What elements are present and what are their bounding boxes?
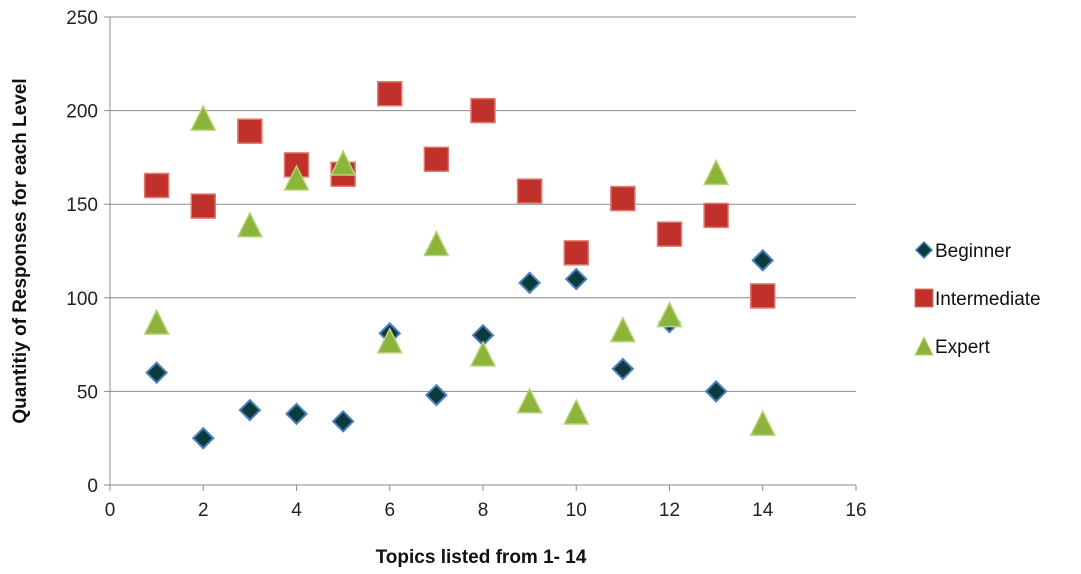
legend: Beginner Intermediate Expert bbox=[914, 240, 1041, 358]
beginner-point bbox=[424, 383, 448, 407]
expert-point bbox=[423, 229, 450, 257]
beginner-point bbox=[564, 267, 588, 291]
intermediate-point bbox=[656, 221, 683, 247]
y-axis-title: Quantitiy of Responses for each Level bbox=[10, 78, 31, 423]
marks-layer bbox=[143, 81, 776, 450]
expert-point bbox=[609, 315, 637, 343]
x-tick-label: 14 bbox=[752, 500, 774, 521]
x-tick-label: 8 bbox=[478, 500, 489, 521]
expert-point bbox=[469, 340, 497, 367]
beginner-point bbox=[238, 398, 262, 422]
y-tick-label: 250 bbox=[66, 8, 98, 29]
axis-layer: 0 50 100 150 200 250 0 2 4 6 8 10 12 14 16 bbox=[66, 8, 866, 521]
expert-point bbox=[236, 211, 264, 238]
legend-marker-beginner bbox=[914, 240, 934, 260]
legend-item-expert: Expert bbox=[914, 335, 991, 358]
expert-point bbox=[283, 164, 310, 191]
x-tick-label: 16 bbox=[845, 500, 866, 521]
beginner-point bbox=[191, 426, 215, 450]
beginner-point bbox=[145, 361, 169, 385]
legend-marker-intermediate bbox=[914, 288, 934, 308]
y-tick-label: 200 bbox=[66, 102, 98, 123]
expert-point bbox=[190, 104, 217, 131]
expert-point bbox=[702, 158, 730, 186]
x-tick-label: 2 bbox=[198, 500, 209, 521]
beginner-point bbox=[518, 271, 542, 295]
intermediate-point bbox=[750, 283, 776, 309]
intermediate-point bbox=[190, 193, 216, 219]
y-tick-label: 100 bbox=[66, 289, 98, 310]
intermediate-point bbox=[703, 202, 729, 229]
legend-marker-expert bbox=[914, 335, 934, 356]
expert-point bbox=[563, 398, 590, 425]
legend-label-expert: Expert bbox=[935, 337, 991, 358]
beginner-point bbox=[704, 379, 728, 403]
x-axis-title: Topics listed from 1- 14 bbox=[376, 547, 587, 568]
legend-label-intermediate: Intermediate bbox=[935, 289, 1041, 310]
legend-item-beginner: Beginner bbox=[914, 240, 1012, 262]
intermediate-point bbox=[470, 97, 496, 124]
x-tick-label: 0 bbox=[105, 500, 116, 521]
x-tick-label: 10 bbox=[566, 500, 587, 521]
intermediate-point bbox=[610, 185, 636, 212]
legend-label-beginner: Beginner bbox=[935, 241, 1012, 262]
intermediate-point bbox=[423, 146, 450, 173]
intermediate-point bbox=[237, 118, 263, 144]
expert-point bbox=[329, 149, 357, 176]
expert-point bbox=[143, 308, 170, 335]
legend-item-intermediate: Intermediate bbox=[914, 288, 1041, 310]
intermediate-point bbox=[377, 81, 403, 107]
x-tick-label: 6 bbox=[384, 500, 395, 521]
beginner-point bbox=[285, 402, 308, 426]
y-tick-label: 150 bbox=[66, 195, 98, 216]
beginner-point bbox=[751, 248, 775, 272]
y-tick-label: 0 bbox=[87, 476, 98, 497]
intermediate-point bbox=[563, 240, 589, 266]
beginner-point bbox=[611, 357, 635, 381]
expert-point bbox=[376, 327, 403, 354]
expert-point bbox=[749, 409, 776, 436]
expert-point bbox=[656, 300, 683, 328]
grid-layer bbox=[110, 16, 856, 392]
x-tick-label: 4 bbox=[291, 500, 302, 521]
intermediate-point bbox=[516, 178, 543, 204]
intermediate-point bbox=[143, 172, 170, 199]
beginner-point bbox=[331, 409, 355, 433]
x-tick-label: 12 bbox=[659, 500, 680, 521]
expert-point bbox=[516, 387, 543, 414]
y-tick-label: 50 bbox=[77, 382, 98, 403]
